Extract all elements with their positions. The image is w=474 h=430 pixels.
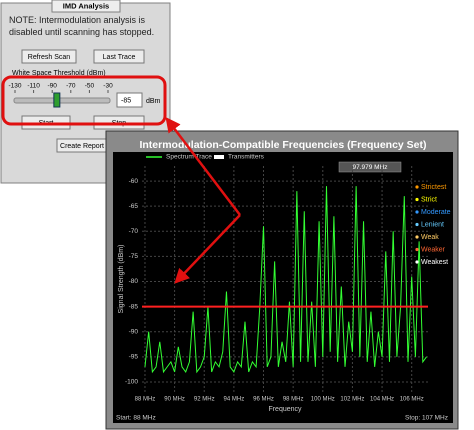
slider-tick-label: -90: [47, 83, 57, 90]
strength-legend-entry: Strict: [421, 196, 437, 203]
x-tick-label: 106 MHz: [400, 397, 424, 403]
legend-dot: [415, 210, 419, 214]
threshold-value: -85: [121, 97, 131, 104]
arrow: [165, 117, 241, 216]
y-tick-label: -95: [129, 354, 139, 361]
x-tick-label: 96 MHz: [253, 397, 274, 403]
strength-legend-entry: Strictest: [421, 184, 446, 191]
strength-legend-entry: Lenient: [421, 221, 444, 228]
slider-tick-label: -50: [85, 83, 95, 90]
x-tick-label: 102 MHz: [340, 397, 364, 403]
legend-dot: [415, 260, 419, 264]
strength-legend-entry: Moderate: [421, 209, 451, 216]
panel-title: IMD Analysis: [63, 1, 109, 10]
y-tick-label: -80: [129, 278, 139, 285]
legend-dot: [415, 247, 419, 252]
legend-dot: [415, 235, 419, 239]
x-tick-label: 100 MHz: [311, 397, 335, 403]
slider-track: [13, 97, 111, 104]
annotations: [165, 117, 241, 284]
x-tick-label: 90 MHz: [164, 397, 185, 403]
x-tick-label: 104 MHz: [370, 397, 394, 403]
unit: dBm: [146, 98, 161, 105]
threshold-label: White Space Threshold (dBm): [12, 70, 106, 77]
slider-tick-label: -130: [8, 83, 21, 90]
y-tick-label: -75: [129, 253, 139, 260]
slider-tick-label: -30: [103, 83, 113, 90]
x-axis-label: Frequency: [268, 406, 302, 413]
x-tick-label: 88 MHz: [135, 397, 156, 403]
y-tick-label: -90: [129, 328, 139, 335]
note: NOTE: Intermodulation analysis is disabl…: [9, 15, 155, 37]
arrow: [174, 214, 241, 284]
start-label: Start: 88 MHz: [116, 415, 156, 422]
strength-legend-entry: Weak: [421, 234, 439, 241]
legend-dot: [415, 185, 419, 189]
readout-box: [338, 161, 402, 173]
note-box: NOTE: Intermodulation analysis is disabl…: [9, 15, 155, 37]
last-trace-label: Last Trace: [103, 54, 136, 61]
readout: 97.979 MHz: [352, 164, 387, 171]
panel-tab: [51, 0, 121, 13]
strength-legend-entry: Weakest: [421, 259, 448, 266]
x-tick-label: 94 MHz: [224, 397, 245, 403]
y-tick-label: -60: [129, 178, 139, 185]
refresh-label: Refresh Scan: [28, 54, 71, 61]
legend-dot: [415, 222, 419, 227]
x-tick-label: 98 MHz: [283, 397, 304, 403]
spectrum-trace: [144, 186, 427, 374]
legend-dot: [415, 197, 419, 202]
legend-entry: Spectrum Trace: [166, 154, 212, 161]
slider-tick-label: -110: [27, 83, 40, 90]
slider-tick-label: -70: [66, 83, 76, 90]
y-axis-label: Signal Strength (dBm): [118, 245, 125, 314]
chart-title: Intermodulation-Compatible Frequencies (…: [139, 139, 426, 151]
y-tick-label: -85: [129, 303, 139, 310]
x-tick-label: 92 MHz: [194, 397, 215, 403]
slider[interactable]: -130 -110 -90 -70 -50 -30: [8, 83, 113, 108]
y-tick-label: -100: [125, 379, 138, 386]
threshold-input[interactable]: [116, 92, 143, 108]
y-tick-label: -70: [129, 228, 139, 235]
highlight: [1, 75, 167, 126]
plot: -60 -65 -70 -75 -80 -85 -90 -95 -100 88 MHz 90 MHz…: [125, 156, 451, 403]
legend-swatch: [214, 155, 224, 159]
refresh-button[interactable]: [21, 49, 77, 64]
plot-background: [113, 152, 453, 423]
legend-entry: Transmitters: [228, 154, 265, 161]
last-trace-button[interactable]: [93, 49, 145, 64]
strength-legend-entry: Weaker: [421, 246, 446, 253]
slider-thumb: [53, 92, 61, 108]
y-tick-label: -65: [129, 203, 139, 210]
report-label: Create Report: [60, 143, 104, 150]
stop-label: Stop: 107 MHz: [405, 415, 448, 422]
